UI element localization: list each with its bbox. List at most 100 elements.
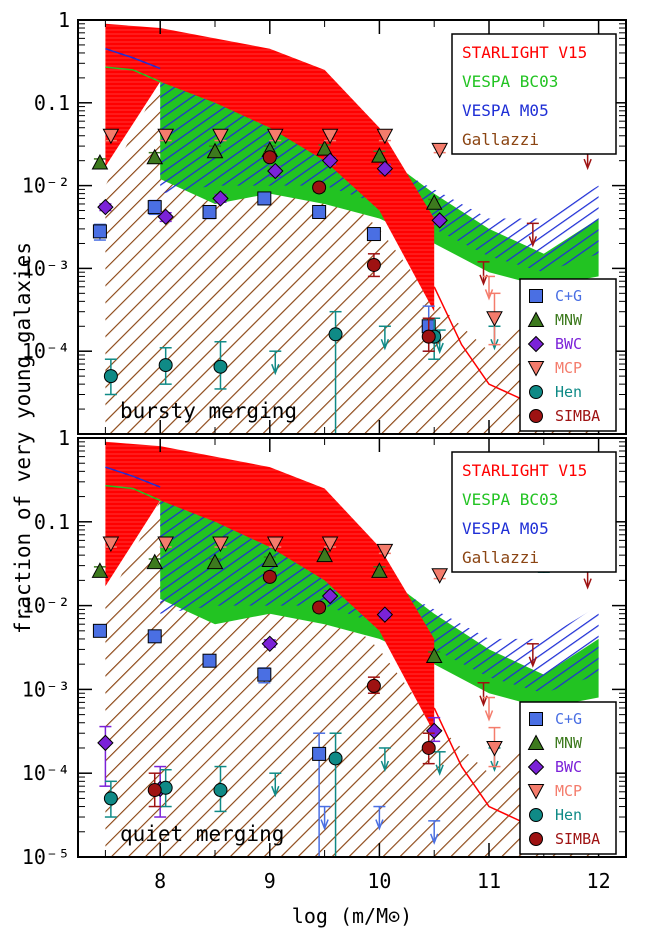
data-point-c-g — [312, 746, 327, 761]
data-point-bwc — [321, 152, 339, 169]
data-point-bwc — [431, 212, 448, 229]
data-point-mnw — [425, 647, 443, 664]
x-tick-label: 10 — [367, 869, 391, 893]
data-point-simba — [366, 257, 381, 272]
band-legend-label: VESPA M05 — [462, 101, 549, 120]
data-point-hen — [213, 783, 228, 798]
marker-legend-label: C+G — [555, 287, 582, 305]
data-point-mcp — [431, 142, 449, 159]
legend-marker-mcp — [527, 361, 545, 377]
upper-limit-arrow — [528, 656, 538, 668]
data-point-c-g — [202, 204, 217, 219]
panel-1: 1 0.1 10⁻² 10⁻³ 10⁻⁴ STARLIGHT V15 VESPA BC03 V… — [22, 8, 627, 435]
data-point-simba — [147, 783, 162, 798]
y-tick-label: 10⁻³ — [22, 256, 70, 280]
marker-legend: C+G MNW BWC MCP Hen SIMBA — [519, 278, 617, 432]
data-point-bwc — [157, 208, 174, 226]
x-axis-label: log (m/M⊙) — [292, 904, 412, 928]
upper-limit-arrow — [380, 339, 390, 351]
data-point-bwc — [97, 734, 114, 752]
upper-limit-arrow — [375, 819, 384, 831]
band-legend-label: STARLIGHT V15 — [462, 461, 587, 480]
y-tick-label: 0.1 — [34, 91, 70, 115]
x-tick-label: 8 — [154, 869, 166, 893]
data-point-mcp — [102, 536, 120, 553]
data-point-c-g — [92, 224, 107, 239]
y-tick-label: 10⁻² — [22, 174, 70, 198]
upper-limit-arrow — [479, 274, 488, 286]
y-tick-label: 0.1 — [34, 510, 70, 534]
marker-legend-label: BWC — [555, 758, 582, 776]
vespa-m05-line — [105, 48, 161, 70]
upper-limit-arrow — [484, 289, 494, 301]
band-starlight-v15 — [105, 23, 435, 312]
vespa-bc03-line — [105, 484, 161, 502]
upper-limit-arrow — [583, 578, 592, 590]
data-point-mnw — [371, 562, 388, 578]
marker-legend-label: SIMBA — [555, 830, 600, 848]
data-point-c-g — [92, 623, 107, 638]
y-axis-label: fraction of very young galaxies — [11, 242, 35, 634]
data-point-simba — [366, 678, 381, 693]
legend-marker-hen — [529, 808, 543, 822]
y-tick-label: 10⁻⁴ — [22, 339, 70, 363]
marker-legend-label: MNW — [555, 734, 583, 752]
data-point-c-g — [147, 629, 162, 644]
vespa-m05-line — [105, 466, 161, 488]
marker-legend-label: Hen — [555, 383, 582, 401]
y-tick-label: 10⁻³ — [22, 677, 70, 701]
data-point-bwc — [97, 198, 114, 216]
y-tick-label: 10⁻⁴ — [22, 761, 70, 785]
upper-limit-arrow — [380, 760, 390, 773]
data-point-bwc — [212, 190, 229, 207]
data-point-mnw — [425, 194, 443, 210]
data-point-bwc — [321, 587, 339, 605]
data-point-bwc — [425, 722, 443, 740]
y-tick-label: 1 — [58, 426, 70, 450]
data-point-c-g — [366, 227, 381, 242]
marker-legend-label: SIMBA — [555, 407, 600, 425]
data-point-mnw — [146, 148, 164, 165]
marker-legend-label: MCP — [555, 359, 582, 377]
y-tick-label: 10⁻² — [22, 594, 70, 618]
x-tick-label: 11 — [477, 869, 501, 893]
data-point-mnw — [316, 546, 333, 563]
data-point-mnw — [371, 147, 388, 163]
band-legend-label: STARLIGHT V15 — [462, 43, 587, 62]
data-point-mnw — [261, 551, 279, 568]
data-point-c-g — [202, 653, 217, 668]
data-point-mcp — [321, 536, 339, 553]
data-point-simba — [262, 569, 277, 584]
y-tick-label: 1 — [58, 8, 70, 32]
data-point-c-g — [312, 204, 327, 219]
marker-legend-label: MCP — [555, 782, 582, 800]
upper-limit-arrow — [583, 158, 592, 171]
panel-frame — [77, 19, 627, 435]
band-legend-label: Gallazzi — [462, 130, 539, 149]
data-point-bwc — [267, 162, 284, 180]
legend-marker-bwc — [527, 758, 545, 776]
data-point-mnw — [206, 553, 224, 570]
band-legend: STARLIGHT V15 VESPA BC03 VESPA M05 Gallazzi — [451, 33, 617, 155]
data-point-hen — [213, 359, 228, 374]
data-point-mcp — [212, 128, 229, 145]
marker-legend-label: C+G — [555, 710, 582, 728]
data-point-simba — [421, 329, 436, 344]
data-point-mcp — [431, 568, 449, 584]
data-point-hen — [158, 358, 173, 373]
marker-legend-box — [519, 278, 617, 432]
data-point-bwc — [376, 160, 394, 177]
band-legend-box — [451, 33, 617, 155]
data-point-mcp — [486, 740, 503, 757]
panel-2: 1 0.1 10⁻² 10⁻³ 10⁻⁴ 10⁻⁵ STARLIGHT V15 VESPA B… — [22, 426, 627, 869]
panel-label: bursty merging — [120, 399, 297, 423]
upper-limit-arrow — [271, 785, 280, 798]
data-point-mcp — [266, 536, 284, 553]
data-point-mcp — [102, 128, 120, 145]
x-tick-label: 9 — [264, 869, 276, 893]
upper-limit-arrow — [479, 695, 488, 707]
data-point-mnw — [316, 140, 333, 156]
marker-legend-label: MNW — [555, 311, 583, 329]
